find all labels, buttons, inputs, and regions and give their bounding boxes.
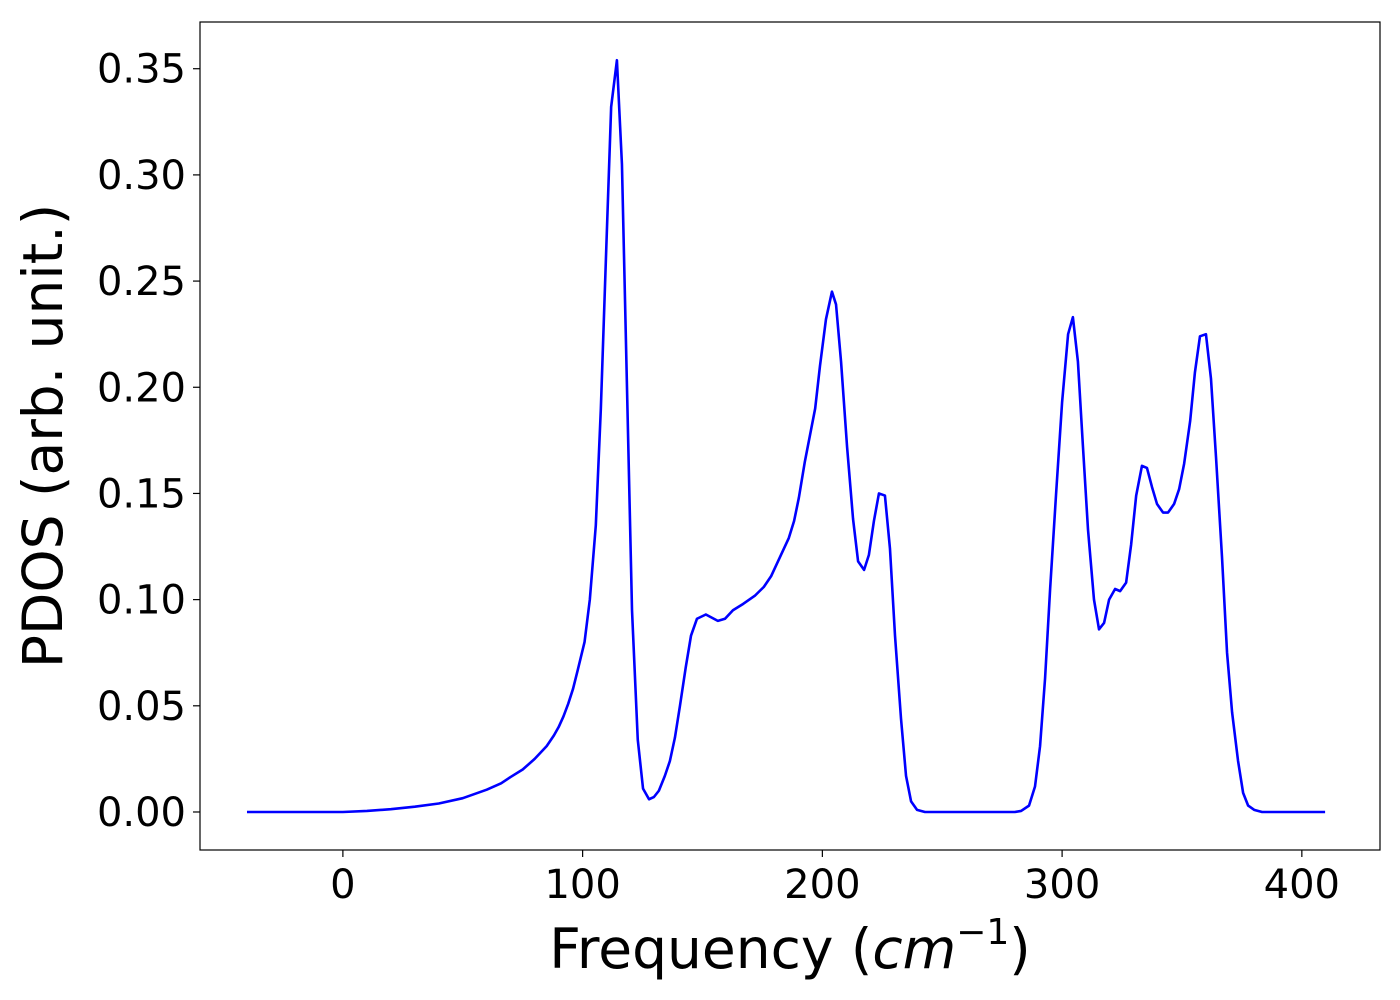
y-tick-label: 0.10: [97, 578, 186, 624]
x-tick-label: 0: [330, 862, 355, 908]
y-tick-label: 0.25: [97, 259, 186, 305]
y-tick-label: 0.20: [97, 365, 186, 411]
y-tick-label: 0.05: [97, 684, 186, 730]
x-label-text: Frequency (: [549, 917, 872, 981]
x-label-text: ): [1009, 917, 1030, 981]
y-tick-label: 0.00: [97, 790, 186, 836]
x-label-exponent: −1: [956, 912, 1009, 953]
plot-frame: [199, 21, 1381, 851]
y-tick-label: 0.35: [97, 47, 186, 93]
x-tick-label: 400: [1264, 862, 1340, 908]
x-label-unit: cm: [872, 917, 956, 981]
y-axis-label: PDOS (arb. unit.): [11, 204, 75, 668]
y-tick-label: 0.30: [97, 153, 186, 199]
x-tick-label: 200: [784, 862, 860, 908]
x-tick-label: 300: [1024, 862, 1100, 908]
x-axis-label: Frequency (cm−1): [549, 912, 1030, 981]
x-tick-label: 100: [544, 862, 620, 908]
pdos-line: [246, 58, 1326, 814]
y-tick-label: 0.15: [97, 471, 186, 517]
